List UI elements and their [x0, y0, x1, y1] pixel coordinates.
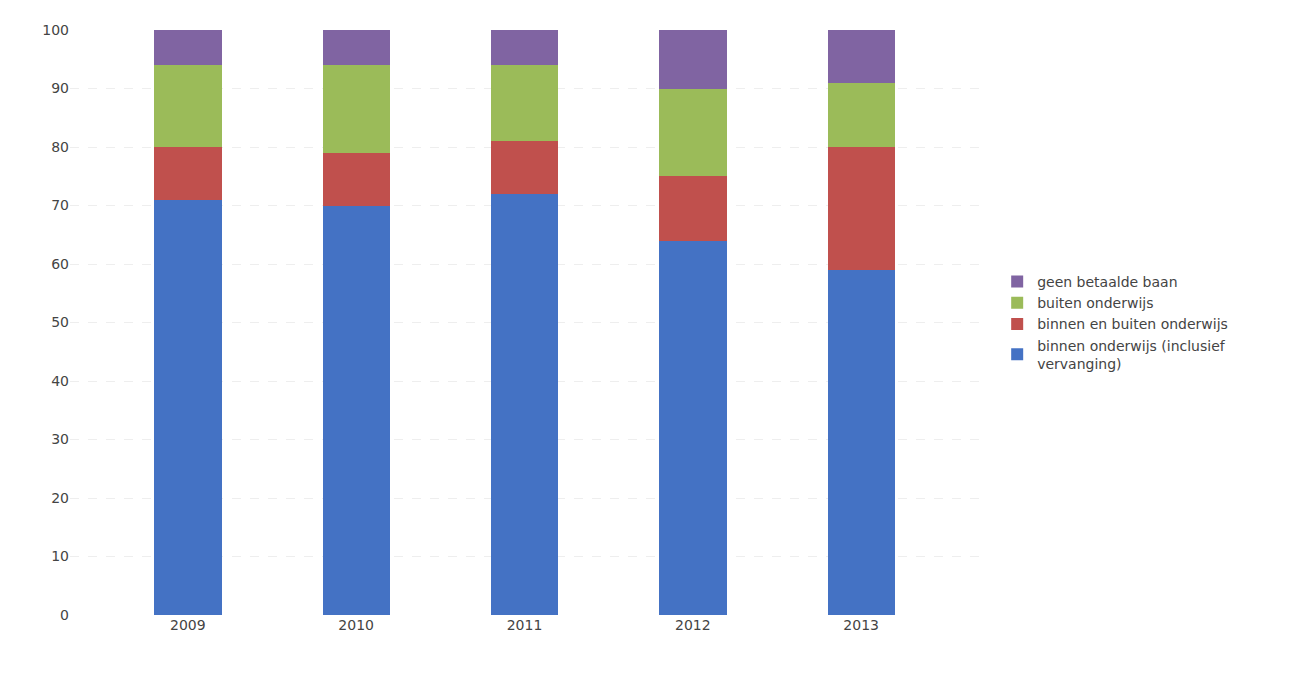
svg-text:buiten onderwijs: buiten onderwijs	[1037, 295, 1153, 311]
svg-text:geen betaalde baan: geen betaalde baan	[1037, 274, 1177, 290]
svg-text:90: 90	[51, 80, 69, 96]
svg-text:2012: 2012	[675, 617, 711, 633]
svg-text:60: 60	[51, 256, 69, 272]
svg-text:80: 80	[51, 139, 69, 155]
svg-text:binnen onderwijs (inclusiefver: binnen onderwijs (inclusiefvervanging)	[1037, 338, 1226, 372]
svg-text:100: 100	[42, 22, 69, 38]
svg-text:50: 50	[51, 314, 69, 330]
svg-text:2011: 2011	[507, 617, 543, 633]
svg-text:70: 70	[51, 197, 69, 213]
svg-text:2009: 2009	[170, 617, 206, 633]
svg-text:40: 40	[51, 373, 69, 389]
svg-text:20: 20	[51, 490, 69, 506]
svg-text:binnen en buiten onderwijs: binnen en buiten onderwijs	[1037, 316, 1228, 332]
svg-text:2010: 2010	[338, 617, 374, 633]
svg-text:2013: 2013	[843, 617, 879, 633]
svg-text:30: 30	[51, 431, 69, 447]
svg-text:10: 10	[51, 548, 69, 564]
svg-text:0: 0	[60, 607, 69, 623]
